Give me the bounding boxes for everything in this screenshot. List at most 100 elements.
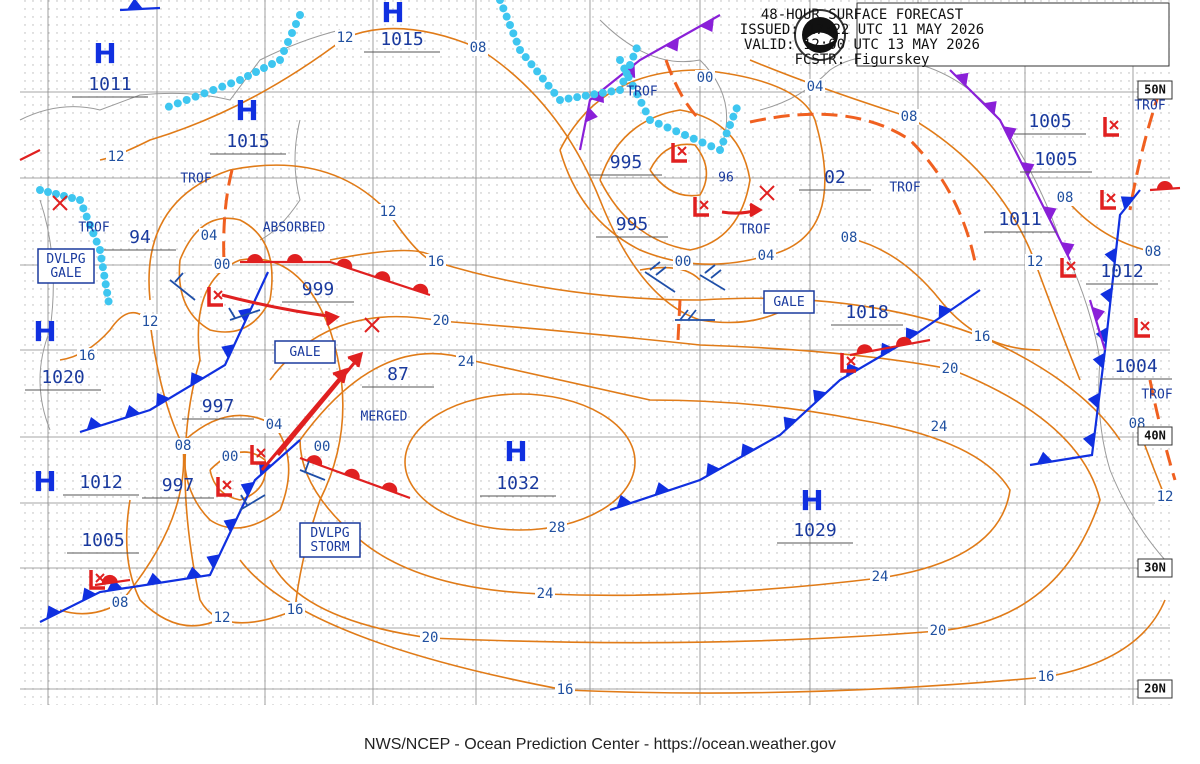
isobar-label-bg	[264, 417, 284, 433]
low-pressure: 1012	[1100, 261, 1143, 282]
ice-dot	[292, 20, 300, 28]
isobar-label-bg	[456, 354, 476, 370]
warm-front-symbol	[856, 344, 873, 354]
low-pressure: 995	[616, 214, 649, 235]
low-glyph	[1103, 117, 1119, 137]
isobar-label-bg	[140, 314, 160, 330]
ice-dot	[182, 96, 191, 104]
ice-dot	[252, 68, 260, 76]
cold-front-symbol	[740, 443, 755, 457]
ice-dot	[533, 67, 542, 76]
ice-dot	[244, 72, 252, 80]
low-center	[222, 480, 232, 490]
high-pressure: 1020	[41, 367, 84, 388]
cold-front-symbol	[185, 566, 202, 579]
ice-dot	[628, 81, 637, 90]
feature-label: TROF	[180, 172, 211, 187]
isobar-label-bg	[1155, 489, 1175, 505]
latitude-box	[1137, 426, 1173, 446]
ice-dot	[698, 138, 707, 147]
high-pressure: 1015	[226, 131, 269, 152]
ice-dot	[598, 88, 607, 97]
ice-dot	[173, 99, 182, 108]
ice-dot	[716, 146, 724, 154]
boxed-label-line: GALE	[50, 266, 81, 281]
ice-dot	[616, 86, 624, 94]
isobar-label: 12	[1157, 489, 1174, 505]
ice-dot	[496, 0, 504, 4]
occluded-front-symbol	[1003, 126, 1017, 141]
warm-front-symbol	[306, 455, 323, 466]
ice-dot	[86, 221, 94, 229]
warm-front	[19, 149, 41, 161]
ice-dot	[92, 237, 101, 246]
isobar-label-bg	[547, 520, 567, 536]
motion-arrows	[221, 202, 763, 471]
ice-dot	[79, 204, 88, 213]
ice-dot	[296, 11, 304, 19]
occluded-front-symbol	[983, 101, 997, 115]
low-pressure: 1005	[1028, 111, 1071, 132]
boxed-label-frame	[37, 248, 95, 284]
isobar-label: 28	[549, 520, 566, 536]
isobar-label-bg	[212, 257, 232, 273]
occluded-front	[1088, 299, 1107, 351]
low-pressure: 999	[302, 279, 335, 300]
isobar-label-bg	[839, 230, 859, 246]
occluded-front	[578, 14, 721, 151]
header-box	[856, 2, 1170, 67]
cold-front-symbol	[206, 554, 220, 569]
low-center	[677, 146, 687, 156]
isobar-label: 00	[222, 449, 239, 465]
future-position	[364, 317, 380, 333]
isobar-label-bg	[220, 449, 240, 465]
isobar-label: 16	[79, 348, 96, 364]
high-pressure: 1011	[88, 74, 131, 95]
ice-dot	[632, 44, 641, 53]
isobar-label: 12	[1027, 254, 1044, 270]
low-symbols	[52, 117, 1150, 590]
warm-front-symbol	[412, 283, 429, 295]
low-pressure: 02	[824, 167, 846, 188]
feature-label: 96	[718, 171, 734, 186]
low-center	[256, 448, 266, 458]
ice-dot	[97, 254, 106, 263]
isobar-label-bg	[420, 630, 440, 646]
high-symbol: H	[800, 484, 823, 517]
high-symbol: H	[381, 0, 404, 29]
isobar-label: 16	[287, 602, 304, 618]
cold-front-symbol	[1036, 451, 1053, 464]
occluded-front-symbol	[1021, 162, 1035, 177]
isobar-label: 20	[433, 313, 450, 329]
ice-dot	[44, 188, 52, 196]
low-glyph	[1060, 258, 1076, 278]
isobar-label: 04	[266, 417, 283, 433]
ice-dot	[722, 129, 731, 138]
occluded-front-symbol	[699, 18, 714, 32]
low-glyph	[840, 353, 856, 373]
cold-front-symbol	[223, 518, 237, 533]
low-center	[213, 290, 223, 300]
noaa-logo	[794, 9, 846, 61]
cold-front-symbol	[616, 494, 632, 508]
ice-dot	[512, 37, 521, 46]
cold-front-symbol	[221, 344, 235, 359]
high-symbol: H	[93, 37, 116, 70]
high-pressure: 1015	[380, 29, 423, 50]
ice-dot	[538, 74, 547, 83]
boxed-label: GALE	[773, 295, 804, 310]
cold-front-symbol	[156, 392, 170, 407]
isobar-label-bg	[805, 79, 825, 95]
boxed-label-frame	[763, 290, 815, 314]
isobar-label: 08	[112, 595, 129, 611]
ice-dot	[726, 121, 734, 129]
ice-dot	[76, 196, 84, 204]
low-center	[1066, 261, 1076, 271]
ice-dot	[276, 56, 284, 64]
occluded-front-symbol	[1043, 206, 1057, 221]
low-pressure: 1018	[845, 302, 888, 323]
ice-dot	[624, 73, 633, 82]
ice-dot	[200, 89, 209, 98]
high-symbol: H	[33, 315, 56, 348]
isobar-label-bg	[940, 361, 960, 377]
